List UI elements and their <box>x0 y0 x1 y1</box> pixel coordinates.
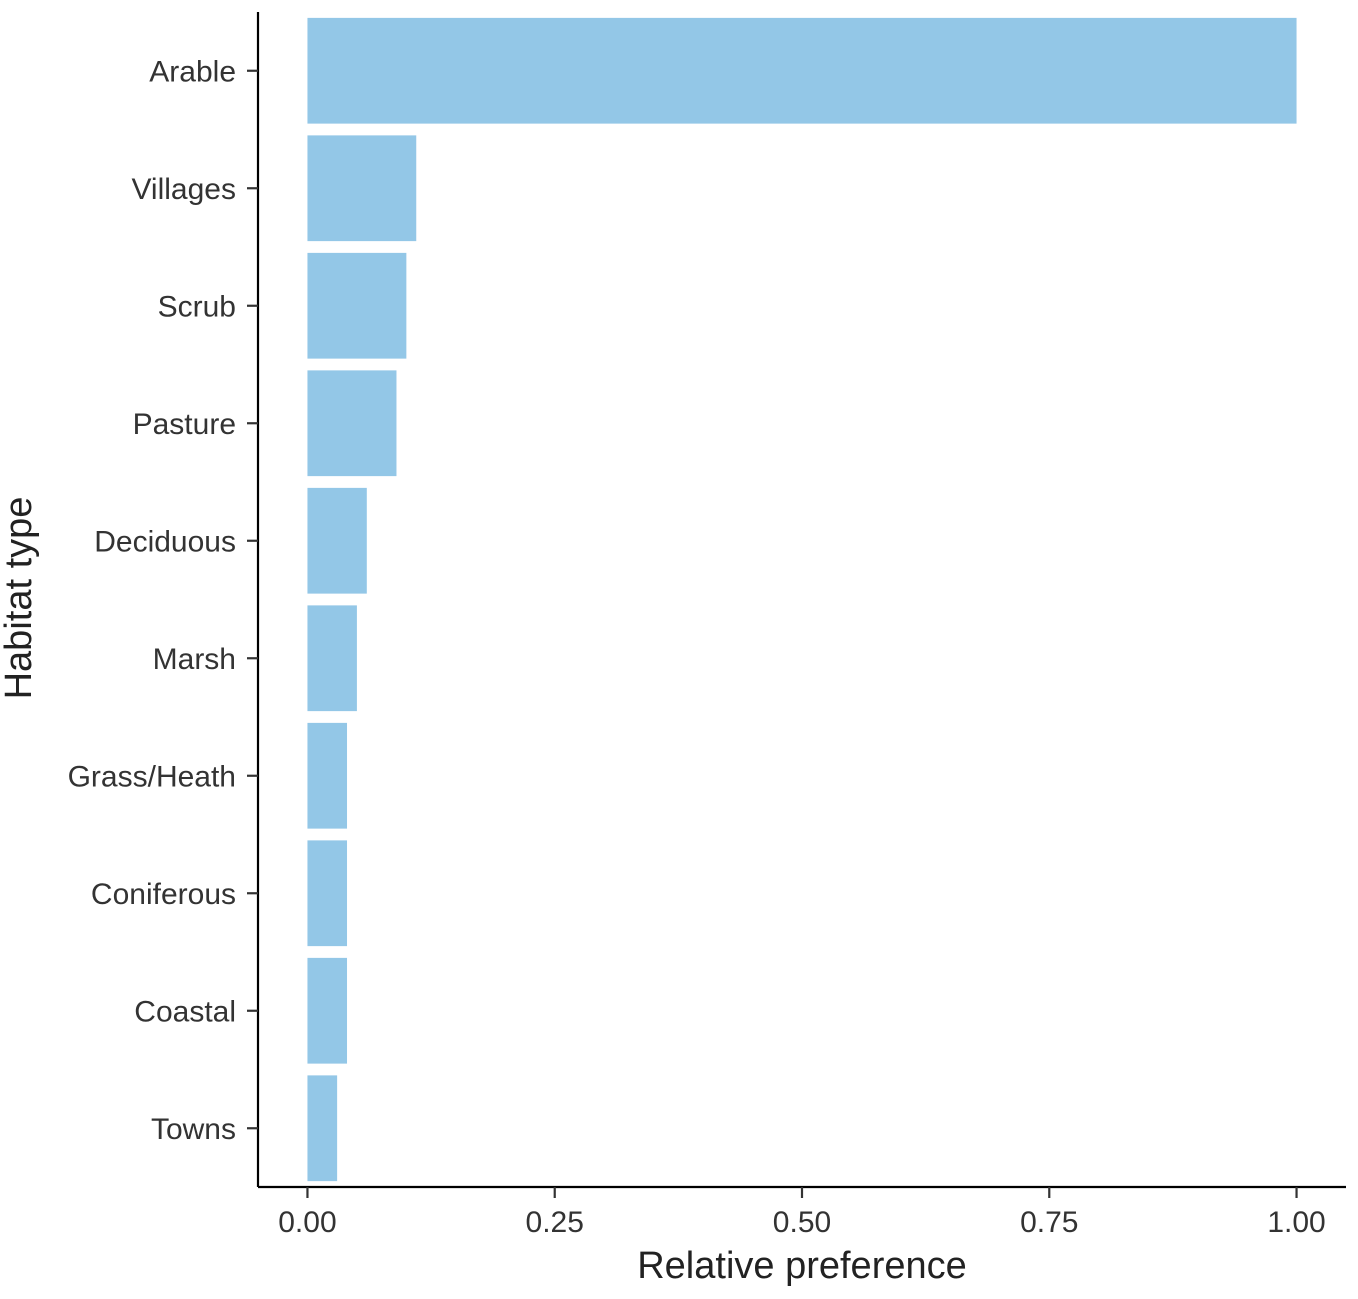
bar-pasture <box>307 370 397 477</box>
bar-coastal <box>307 957 348 1064</box>
x-tick-label: 0.50 <box>773 1206 831 1239</box>
bars-group <box>307 17 1297 1182</box>
y-tick-label: Grass/Heath <box>68 760 236 793</box>
y-tick-label: Villages <box>131 173 236 206</box>
bar-coniferous <box>307 840 348 947</box>
bar-towns <box>307 1075 338 1182</box>
y-tick-label: Pasture <box>133 408 236 441</box>
y-tick-label: Coniferous <box>91 878 236 911</box>
x-axis-title: Relative preference <box>637 1245 967 1287</box>
y-tick-label: Coastal <box>134 995 236 1028</box>
bar-villages <box>307 135 417 242</box>
y-tick-label: Marsh <box>153 643 236 676</box>
y-axis-title: Habitat type <box>0 497 40 700</box>
y-tick-label: Deciduous <box>94 525 236 558</box>
x-tick-label: 1.00 <box>1267 1206 1325 1239</box>
x-tick-label: 0.00 <box>278 1206 336 1239</box>
bar-grass-heath <box>307 722 348 829</box>
bar-deciduous <box>307 487 367 594</box>
bar-marsh <box>307 605 357 712</box>
y-tick-label: Arable <box>149 55 236 88</box>
x-tick-label: 0.75 <box>1020 1206 1078 1239</box>
x-axis-ticks: 0.00 0.25 0.50 0.75 1.00 <box>278 1187 1326 1239</box>
bar-arable <box>307 17 1297 124</box>
y-tick-label: Towns <box>151 1113 236 1146</box>
y-tick-label: Scrub <box>158 290 236 323</box>
x-tick-label: 0.25 <box>526 1206 584 1239</box>
bar-scrub <box>307 252 407 359</box>
y-axis-ticks: Arable Villages Scrub Pasture Deciduous Marsh… <box>68 55 258 1146</box>
